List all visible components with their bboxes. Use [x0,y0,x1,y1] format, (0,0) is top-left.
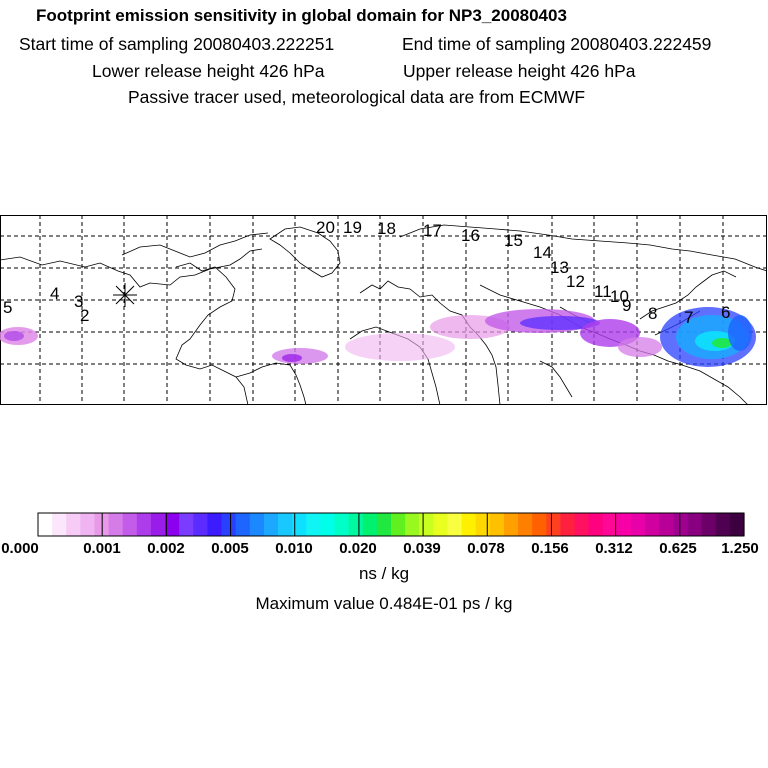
graticule [0,215,767,405]
colorbar-cell [659,513,674,536]
maximum-value: Maximum value 0.484E-01 ps / kg [255,594,513,613]
colorbar-frame [37,512,745,537]
colorbar-cell [249,513,265,536]
track-label: 13 [550,258,569,277]
track-label: 20 [316,218,335,237]
track-label: 10 [610,287,629,306]
colorbar-cell [235,513,251,536]
star-icon [113,283,137,307]
colorbar-cell [306,513,321,536]
track-label: 16 [461,226,480,245]
colorbar-cell [532,513,547,536]
colorbar-tick: 0.312 [595,540,633,557]
track-label: 2 [80,306,89,325]
colorbar-cell [405,513,420,536]
track-label: 18 [377,219,396,238]
start-time: Start time of sampling 20080403.222251 [19,34,335,54]
colorbar-cell [645,513,660,536]
colorbar-units: ns / kg [358,564,410,583]
footprint-plume [0,307,756,367]
colorbar-cell [715,513,731,536]
colorbar-cell [292,513,307,536]
colorbar-cell [348,513,364,536]
colorbar: 0.000 0.001 0.002 0.005 0.010 0.020 0.03… [1,512,759,557]
colorbar-cells [38,513,745,536]
colorbar-cell [362,513,378,536]
track-label: 19 [343,218,362,237]
colorbar-cell [376,513,392,536]
colorbar-dividers [101,513,681,536]
colorbar-cell [574,513,590,536]
colorbar-cell [489,513,505,536]
colorbar-cell [66,513,81,536]
track-label: 6 [721,303,730,322]
colorbar-tick: 0.078 [467,540,505,557]
track-label: 8 [648,304,657,323]
track-label: 3 [74,292,83,311]
track-label: 12 [566,272,585,291]
colorbar-cell [518,513,533,536]
track-label: 15 [504,231,523,250]
colorbar-cell [122,513,138,536]
track-label: 7 [684,308,693,327]
colorbar-tick: 0.010 [275,540,313,557]
colorbar-tick: 0.020 [339,540,377,557]
colorbar-cell [503,513,519,536]
colorbar-cell [631,513,646,536]
colorbar-cell [433,513,449,536]
page-title: Footprint emission sensitivity in global… [36,6,567,25]
colorbar-cell [150,513,166,536]
upper-release-height: Upper release height 426 hPa [403,61,636,81]
colorbar-cell [334,513,350,536]
colorbar-tick: 0.000 [1,540,39,557]
colorbar-cell [221,513,237,536]
colorbar-cell [729,513,745,536]
colorbar-cell [602,513,618,536]
end-time: End time of sampling 20080403.222459 [402,34,712,54]
colorbar-cell [673,513,689,536]
colorbar-cell [419,513,434,536]
colorbar-cell [165,513,180,536]
track-label: 11 [594,282,612,301]
colorbar-cell [38,513,53,536]
colorbar-cell [320,513,336,536]
colorbar-cell [80,513,96,536]
colorbar-cell [616,513,632,536]
colorbar-tick: 0.156 [531,540,569,557]
colorbar-tick: 0.005 [211,540,249,557]
colorbar-cell [447,513,463,536]
track-label: 9 [622,296,631,315]
colorbar-cell [108,513,124,536]
colorbar-cell [278,513,293,536]
colorbar-cell [263,513,279,536]
track-labels: 20 19 18 17 16 15 14 13 12 11 10 9 8 7 6… [3,218,730,327]
colorbar-cell [136,513,152,536]
colorbar-cell [461,513,477,536]
lower-release-height: Lower release height 426 hPa [92,61,325,81]
colorbar-ticks: 0.000 0.001 0.002 0.005 0.010 0.020 0.03… [1,540,759,557]
colorbar-tick: 0.001 [83,540,121,557]
track-label: 14 [533,243,552,262]
colorbar-tick: 0.625 [659,540,697,557]
colorbar-cell [391,513,406,536]
colorbar-cell [687,513,703,536]
colorbar-tick: 0.039 [403,540,441,557]
colorbar-tick: 0.002 [147,540,185,557]
tracer-note: Passive tracer used, meteorological data… [128,87,586,107]
colorbar-cell [546,513,562,536]
track-label: 4 [50,284,59,303]
colorbar-cell [475,513,491,536]
colorbar-cell [588,513,604,536]
colorbar-tick: 1.250 [721,540,759,557]
colorbar-cell [179,513,194,536]
track-label: 17 [423,221,442,240]
colorbar-cell [193,513,209,536]
colorbar-cell [560,513,576,536]
map-frame [0,215,767,405]
track-label: 5 [3,298,12,317]
colorbar-cell [52,513,67,536]
colorbar-cell [207,513,223,536]
footprint-map: 20 19 18 17 16 15 14 13 12 11 10 9 8 7 6… [0,215,768,406]
colorbar-cell [701,513,717,536]
